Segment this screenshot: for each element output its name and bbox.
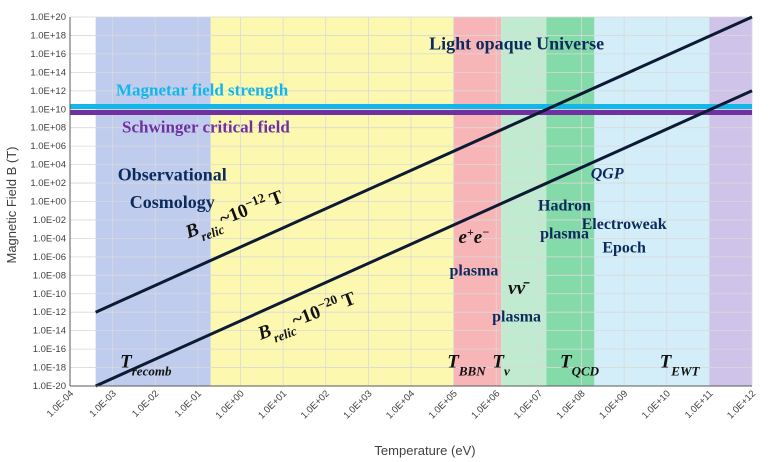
annotation-text: Light opaque Universe (429, 33, 604, 53)
y-tick-label: 1.0E-14 (33, 326, 66, 337)
x-tick-label: 1.0E+10 (640, 388, 673, 421)
x-tick-label: 1.0E+04 (384, 388, 417, 421)
math-label: e+e− (458, 225, 489, 248)
annotations: Magnetar field strength Schwinger critica… (116, 33, 701, 378)
annotation-text: plasma (492, 308, 541, 325)
y-tick-label: 1.0E-04 (33, 233, 66, 244)
y-tick-label: 1.0E-12 (33, 307, 66, 318)
x-tick-label: 1.0E-02 (130, 388, 161, 419)
x-tick-label: 1.0E+06 (469, 388, 502, 421)
math-label: Tν (492, 352, 510, 379)
x-tick-label: 1.0E+08 (555, 388, 588, 421)
annotation-text: plasma (540, 225, 589, 242)
x-tick-label: 1.0E+09 (597, 388, 630, 421)
math-label: TBBN (447, 352, 486, 379)
x-axis-title: Temperature (eV) (374, 443, 475, 458)
annotation-text: Hadron (538, 198, 591, 215)
y-tick-label: 1.0E+14 (30, 67, 66, 78)
annotation-text: Electroweak (582, 216, 667, 233)
series-lines (95, 15, 753, 388)
math-label: QGP (591, 166, 624, 183)
y-tick-label: 1.0E-16 (33, 344, 66, 355)
hline-label-0: Magnetar field strength (116, 80, 289, 99)
y-tick-label: 1.0E-06 (33, 252, 66, 263)
annotation-text: Epoch (602, 239, 646, 256)
x-tick-label: 1.0E+03 (341, 388, 374, 421)
y-tick-label: 1.0E+08 (30, 123, 66, 134)
math-label: TQCD (560, 352, 600, 379)
y-tick-label: 1.0E-18 (33, 363, 66, 374)
x-tick-label: 1.0E+02 (299, 388, 332, 421)
y-tick-label: 1.0E+04 (30, 160, 66, 171)
x-tick-label: 1.0E+01 (256, 388, 289, 421)
y-tick-label: 1.0E-10 (33, 289, 66, 300)
y-tick-label: 1.0E+20 (30, 12, 66, 23)
x-tick-label: 1.0E+12 (725, 388, 758, 421)
math-label: TEWT (660, 352, 701, 379)
annotation-text: Observational (118, 164, 227, 184)
axes (69, 17, 752, 387)
reference-lines (70, 103, 752, 116)
y-axis-title: Magnetic Field B (T) (4, 146, 19, 263)
x-tick-label: 1.0E+05 (427, 388, 460, 421)
x-tick-label: 1.0E-01 (173, 388, 204, 419)
y-tick-label: 1.0E-02 (33, 215, 66, 226)
annotation-text: plasma (450, 262, 499, 279)
annotation-text: Cosmology (130, 192, 215, 212)
math-label: νν̄ (508, 278, 530, 299)
y-tick-label: 1.0E+10 (30, 104, 66, 115)
series-line-0 (95, 15, 753, 314)
y-tick-label: 1.0E+00 (30, 197, 66, 208)
series-line-1 (95, 89, 753, 388)
y-tick-label: 1.0E-08 (33, 270, 66, 281)
x-tick-label: 1.0E+11 (683, 388, 715, 420)
x-tick-label: 1.0E-03 (87, 388, 118, 419)
x-tick-label: 1.0E+07 (512, 388, 545, 421)
y-tick-label: 1.0E-20 (33, 381, 66, 392)
x-tick-label: 1.0E-04 (45, 388, 76, 419)
y-tick-label: 1.0E+18 (30, 30, 66, 41)
x-tick-label: 1.0E+00 (214, 388, 247, 421)
y-tick-label: 1.0E+16 (30, 49, 66, 60)
y-tick-label: 1.0E+06 (30, 141, 66, 152)
y-tick-label: 1.0E+02 (30, 178, 66, 189)
math-label: Trecomb (120, 352, 172, 379)
y-tick-label: 1.0E+12 (30, 86, 66, 97)
hline-label-1: Schwinger critical field (122, 118, 290, 137)
